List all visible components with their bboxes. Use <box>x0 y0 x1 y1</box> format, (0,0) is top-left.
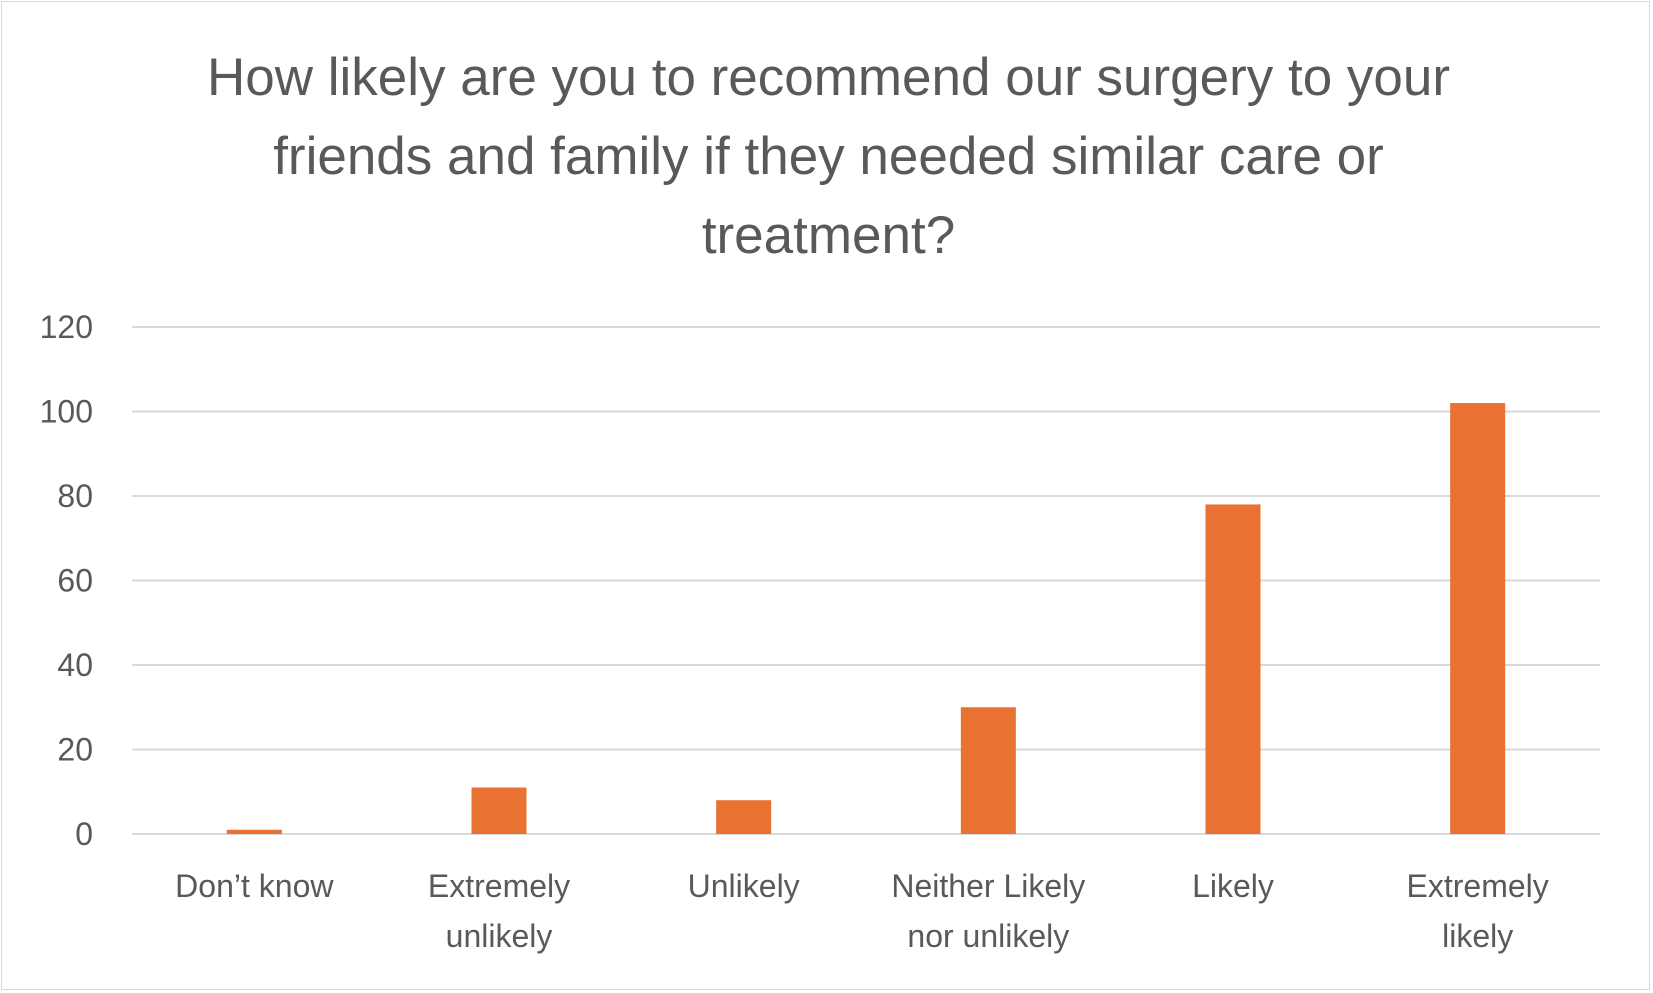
x-category-label-line: nor unlikely <box>907 918 1069 954</box>
y-tick-label: 80 <box>57 478 93 514</box>
x-category-label: Unlikely <box>688 868 800 904</box>
x-category-label-line: Extremely <box>428 868 570 904</box>
bars <box>226 403 1506 834</box>
y-tick-label: 120 <box>40 309 93 345</box>
chart-title: How likely are you to recommend our surg… <box>206 48 1451 265</box>
gridlines <box>132 326 1600 835</box>
x-axis-labels: Don’t know Extremely unlikely Unlikely Neith… <box>175 868 1549 954</box>
x-category-label-line: Likely <box>1192 868 1274 904</box>
x-category-label-line: unlikely <box>446 918 553 954</box>
bar <box>960 707 1016 834</box>
x-category-label: Extremely unlikely <box>428 868 570 954</box>
x-category-label: Likely <box>1192 868 1274 904</box>
bar <box>1450 403 1506 834</box>
x-category-label: Don’t know <box>175 868 334 904</box>
y-tick-label: 20 <box>57 732 93 768</box>
y-axis-ticks: 0 20 40 60 80 100 120 <box>40 309 93 852</box>
y-tick-label: 0 <box>75 816 93 852</box>
bar <box>716 800 772 834</box>
x-category-label: Neither Likely nor unlikely <box>891 868 1085 954</box>
y-tick-label: 60 <box>57 563 93 599</box>
bar <box>1205 504 1261 834</box>
x-category-label-line: likely <box>1442 918 1513 954</box>
bar <box>471 787 527 834</box>
x-category-label-line: Neither Likely <box>891 868 1085 904</box>
x-category-label-line: Don’t know <box>175 868 334 904</box>
x-category-label: Extremely likely <box>1407 868 1549 954</box>
bar <box>226 829 282 834</box>
y-tick-label: 40 <box>57 647 93 683</box>
x-category-label-line: Unlikely <box>688 868 800 904</box>
y-tick-label: 100 <box>40 394 93 430</box>
x-category-label-line: Extremely <box>1407 868 1549 904</box>
